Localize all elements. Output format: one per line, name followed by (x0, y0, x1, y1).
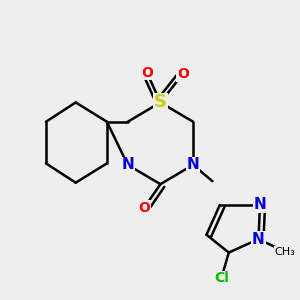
Text: Cl: Cl (214, 272, 229, 285)
Text: N: N (252, 232, 265, 247)
Text: CH₃: CH₃ (275, 247, 296, 257)
Text: O: O (138, 201, 150, 215)
Text: N: N (187, 158, 200, 172)
Text: S: S (154, 93, 167, 111)
Text: N: N (121, 158, 134, 172)
Text: O: O (177, 67, 189, 81)
Text: N: N (254, 197, 266, 212)
Text: O: O (141, 66, 153, 80)
